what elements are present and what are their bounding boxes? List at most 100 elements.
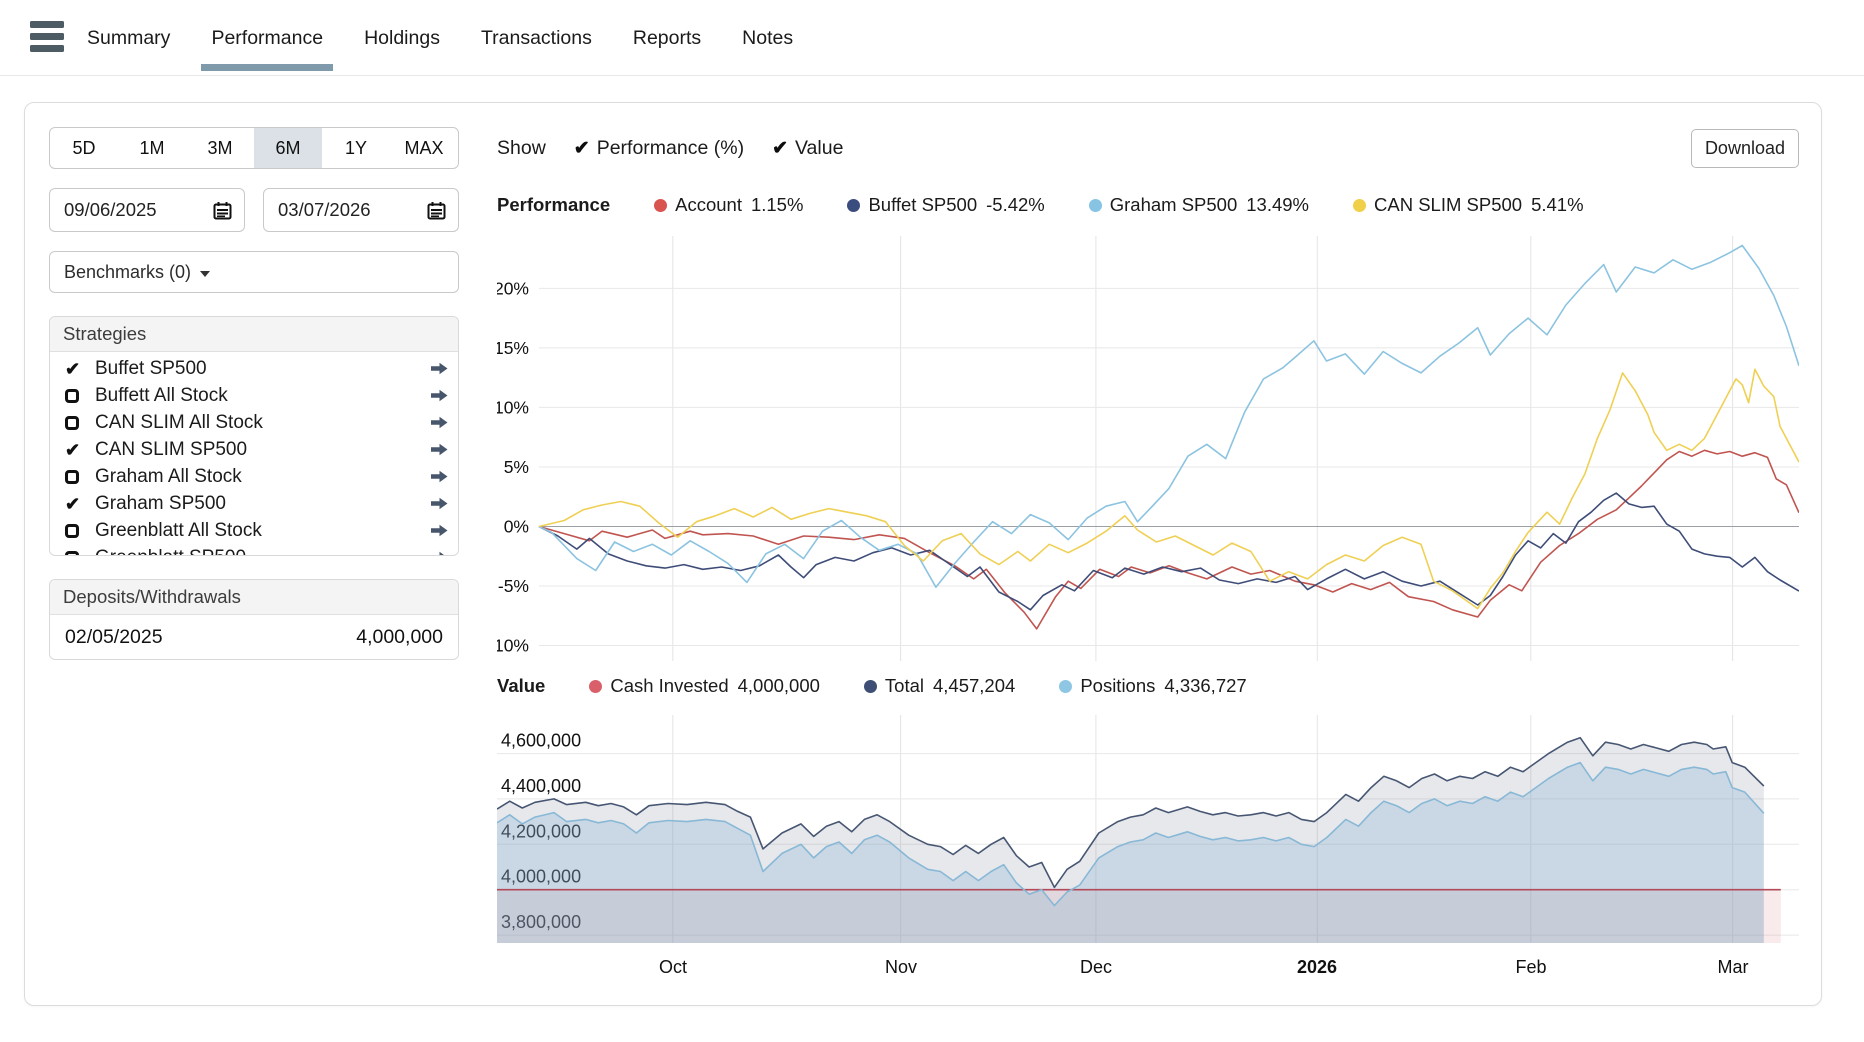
- series-value: 4,000,000: [737, 675, 820, 696]
- value-chart: 4,600,000 4,400,000 4,200,000 4,000,000 3,80…: [497, 715, 1799, 943]
- strategy-label: Graham All Stock: [95, 465, 242, 487]
- benchmarks-dropdown[interactable]: Benchmarks (0): [49, 251, 459, 293]
- checkbox-unchecked-icon[interactable]: [65, 415, 87, 430]
- toggle-value[interactable]: ✔ Value: [772, 137, 843, 160]
- range-button-max[interactable]: MAX: [404, 137, 444, 158]
- series-value: -5.42%: [986, 194, 1045, 215]
- performance-chart: 20% 15% 10% 5% 0% -5% -10%: [497, 236, 1799, 661]
- arrow-right-icon[interactable]: [431, 470, 448, 483]
- start-date-field[interactable]: 09/06/2025: [49, 188, 245, 232]
- legend-item-buffet-sp500[interactable]: Buffet SP500 -5.42%: [847, 194, 1045, 216]
- arrow-right-icon[interactable]: [431, 524, 448, 537]
- strategy-row[interactable]: Greenblatt SP500: [50, 544, 458, 555]
- strategy-row[interactable]: Greenblatt All Stock: [50, 517, 458, 544]
- range-button-5d[interactable]: 5D: [72, 137, 96, 158]
- calendar-icon[interactable]: [213, 201, 232, 220]
- strategy-label: Greenblatt SP500: [95, 547, 246, 556]
- toggle-performance[interactable]: ✔ Performance (%): [574, 137, 744, 160]
- series-name: Positions: [1080, 675, 1156, 696]
- toggle-performance-label: Performance (%): [596, 137, 745, 159]
- download-button[interactable]: Download: [1690, 129, 1799, 168]
- strategy-row[interactable]: CAN SLIM All Stock: [50, 409, 458, 436]
- strategy-label: CAN SLIM SP500: [95, 438, 248, 460]
- series-name: Buffet SP500: [868, 194, 978, 215]
- arrow-right-icon[interactable]: [431, 362, 448, 375]
- svg-text:5%: 5%: [504, 457, 529, 477]
- legend-item-account[interactable]: Account 1.15%: [654, 194, 803, 216]
- series-name: CAN SLIM SP500: [1374, 194, 1523, 215]
- checkbox-unchecked-icon[interactable]: [65, 388, 87, 403]
- tab-notes[interactable]: Notes: [742, 26, 794, 49]
- time-range-selector: 5D 1M 3M 6M 1Y MAX: [49, 127, 459, 169]
- month-label: Oct: [658, 957, 688, 977]
- series-name: Graham SP500: [1109, 194, 1238, 215]
- range-button-1y[interactable]: 1Y: [344, 137, 368, 158]
- tab-summary[interactable]: Summary: [87, 26, 171, 49]
- strategy-row[interactable]: ✔ Graham SP500: [50, 490, 458, 517]
- strategy-row[interactable]: ✔ Buffet SP500: [50, 355, 458, 382]
- tab-holdings[interactable]: Holdings: [364, 26, 440, 49]
- arrow-right-icon[interactable]: [431, 416, 448, 429]
- series-dot: [1088, 198, 1102, 212]
- tab-performance[interactable]: Performance: [201, 0, 333, 76]
- arrow-right-icon[interactable]: [431, 389, 448, 402]
- svg-text:-5%: -5%: [498, 576, 529, 596]
- strategy-label: Buffet SP500: [95, 357, 207, 379]
- arrow-right-icon[interactable]: [431, 551, 448, 555]
- checkbox-checked-icon[interactable]: ✔: [65, 358, 81, 379]
- checkbox-checked-icon[interactable]: ✔: [65, 439, 81, 460]
- sidebar: 5D 1M 3M 6M 1Y MAX 09/06/2025: [49, 127, 459, 981]
- calendar-icon[interactable]: [427, 201, 446, 220]
- checkbox-unchecked-icon[interactable]: [65, 550, 87, 555]
- series-dot: [847, 198, 861, 212]
- checkbox-checked-icon[interactable]: ✔: [65, 493, 81, 514]
- date-range-row: 09/06/2025 03/07/2026: [49, 188, 459, 232]
- chart-area: Show ✔ Performance (%) ✔ Value Download …: [497, 127, 1799, 981]
- series-value: 4,457,204: [933, 675, 1016, 696]
- start-date-value: 09/06/2025: [64, 199, 157, 220]
- series-value: 1.15%: [750, 194, 804, 215]
- range-button-3m[interactable]: 3M: [207, 137, 233, 158]
- month-label: Feb: [1515, 957, 1547, 977]
- svg-text:4,600,000: 4,600,000: [501, 731, 581, 751]
- range-button-1m[interactable]: 1M: [139, 137, 165, 158]
- arrow-right-icon[interactable]: [431, 443, 448, 456]
- series-dot: [654, 198, 668, 212]
- check-icon: ✔: [772, 138, 788, 159]
- checkbox-unchecked-icon[interactable]: [65, 469, 87, 484]
- series-dot: [1059, 679, 1073, 693]
- performance-legend-title: Performance: [497, 194, 611, 215]
- range-button-6m[interactable]: 6M: [254, 128, 322, 168]
- tab-reports[interactable]: Reports: [632, 26, 702, 49]
- arrow-right-icon[interactable]: [431, 497, 448, 510]
- series-name: Account: [675, 194, 742, 215]
- strategies-list: ✔ Buffet SP500 Buffett All Stock CAN SLIM A…: [50, 352, 458, 555]
- deposit-amount: 4,000,000: [356, 625, 443, 648]
- strategy-row[interactable]: Buffett All Stock: [50, 382, 458, 409]
- legend-item-cash-invested[interactable]: Cash Invested 4,000,000: [589, 675, 820, 697]
- hamburger-bar: [30, 21, 64, 28]
- legend-item-can-slim-sp500[interactable]: CAN SLIM SP500 5.41%: [1353, 194, 1584, 216]
- strategy-label: Buffett All Stock: [95, 384, 228, 406]
- nav-tabs: Summary Performance Holdings Transaction…: [85, 0, 795, 76]
- month-label: Nov: [884, 957, 918, 977]
- legend-item-positions[interactable]: Positions 4,336,727: [1059, 675, 1247, 697]
- svg-text:4,000,000: 4,000,000: [501, 867, 581, 887]
- strategy-row[interactable]: Graham All Stock: [50, 463, 458, 490]
- strategy-label: Graham SP500: [95, 492, 226, 514]
- hamburger-bar: [30, 33, 64, 40]
- tab-transactions[interactable]: Transactions: [480, 26, 592, 49]
- strategy-row[interactable]: ✔ CAN SLIM SP500: [50, 436, 458, 463]
- svg-text:15%: 15%: [497, 338, 529, 358]
- hamburger-menu-icon[interactable]: [30, 21, 66, 55]
- value-legend: Value Cash Invested 4,000,000 Total 4,45…: [497, 675, 1799, 697]
- legend-item-total[interactable]: Total 4,457,204: [863, 675, 1016, 697]
- checkbox-unchecked-icon[interactable]: [65, 523, 87, 538]
- strategy-label: CAN SLIM All Stock: [95, 411, 263, 433]
- svg-text:4,200,000: 4,200,000: [501, 821, 581, 841]
- end-date-field[interactable]: 03/07/2026: [263, 188, 459, 232]
- series-name: Cash Invested: [610, 675, 729, 696]
- series-dot: [1353, 198, 1367, 212]
- legend-item-graham-sp500[interactable]: Graham SP500 13.49%: [1088, 194, 1309, 216]
- svg-text:20%: 20%: [497, 278, 529, 298]
